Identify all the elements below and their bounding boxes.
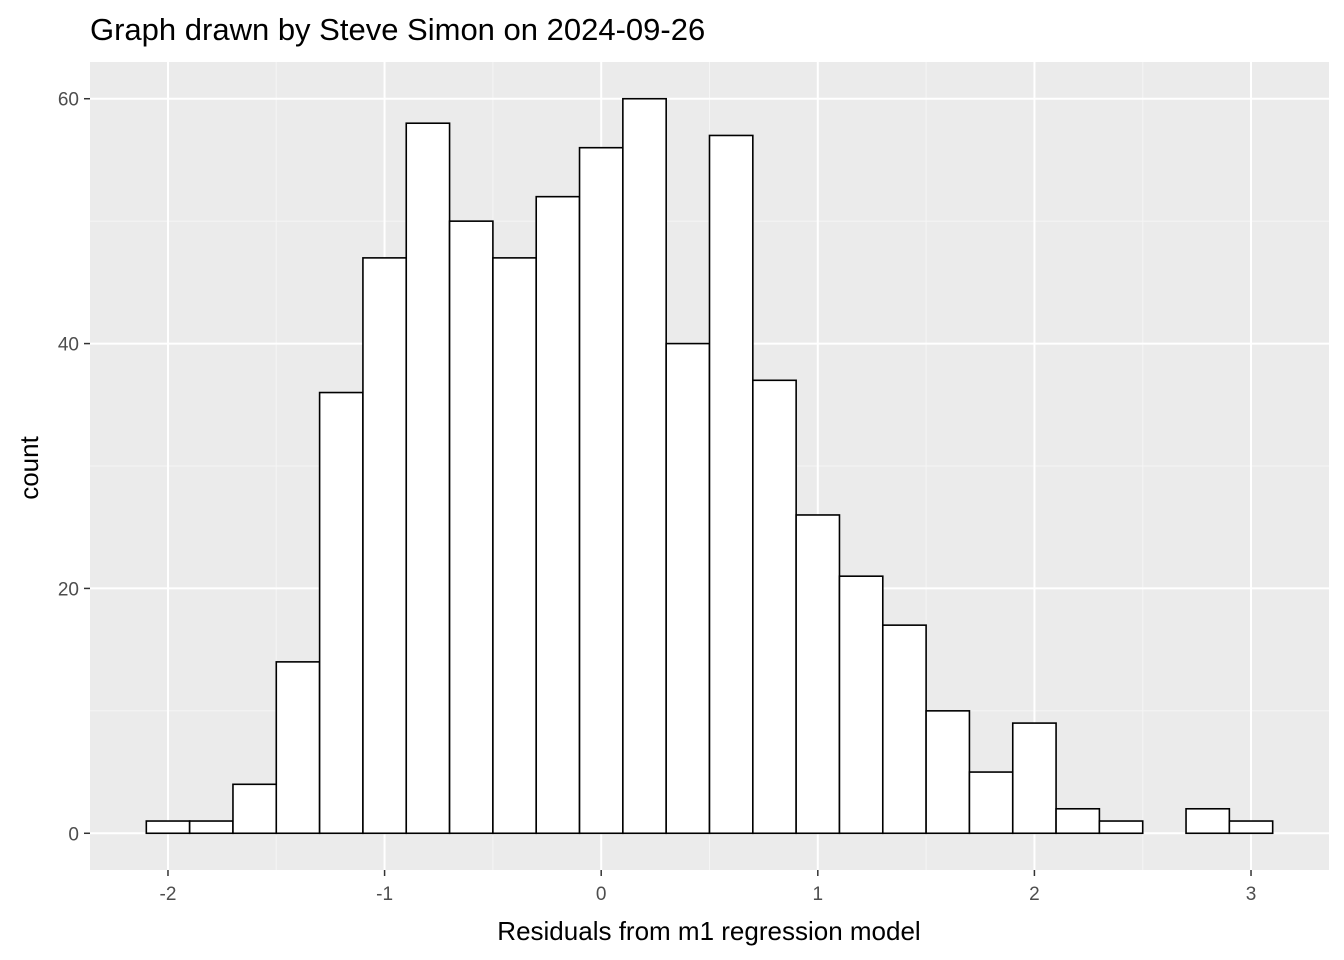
histogram-bar [362,257,408,835]
x-tick-label: 0 [596,884,607,905]
x-tick-label: -2 [160,884,177,905]
histogram-bar [275,661,321,835]
y-tick-label: 20 [58,579,79,600]
x-tick-label: -1 [376,884,393,905]
histogram-bar [622,97,667,835]
histogram-bar [665,342,711,835]
histogram-bar [795,514,841,835]
histogram-bar [1228,820,1274,835]
x-tick-label: 1 [813,884,824,905]
x-tick-label: 3 [1246,884,1257,905]
y-tick-label: 0 [68,824,79,845]
histogram-bar [232,783,278,835]
histogram-bars [145,97,1274,835]
histogram-bar [1055,807,1101,835]
histogram-bar [145,820,191,835]
chart-title: Graph drawn by Steve Simon on 2024-09-26 [90,12,705,47]
histogram-bar [1185,807,1231,835]
histogram-bar [881,624,927,835]
histogram-bar [1011,722,1057,835]
histogram-bar [448,220,494,835]
y-tick-label: 60 [58,90,79,111]
histogram-bar [708,134,754,835]
y-tick-label: 40 [58,335,79,356]
histogram-bar [405,122,451,835]
x-tick-label: 2 [1029,884,1040,905]
histogram-bar [968,771,1014,835]
histogram-bar [535,195,581,835]
axis-ticks: -2 -1 0 1 2 3 0 20 40 60 [58,90,1256,905]
histogram-bar [318,391,364,835]
x-axis-title: Residuals from m1 regression model [497,916,920,946]
histogram-bar [492,257,538,835]
histogram-bar [838,575,884,835]
histogram-bar [1098,820,1144,835]
histogram-bar [752,379,797,835]
histogram-bar [925,710,971,835]
histogram-bar [188,820,234,835]
y-axis-title: count [14,435,44,499]
histogram-bar [578,146,624,835]
